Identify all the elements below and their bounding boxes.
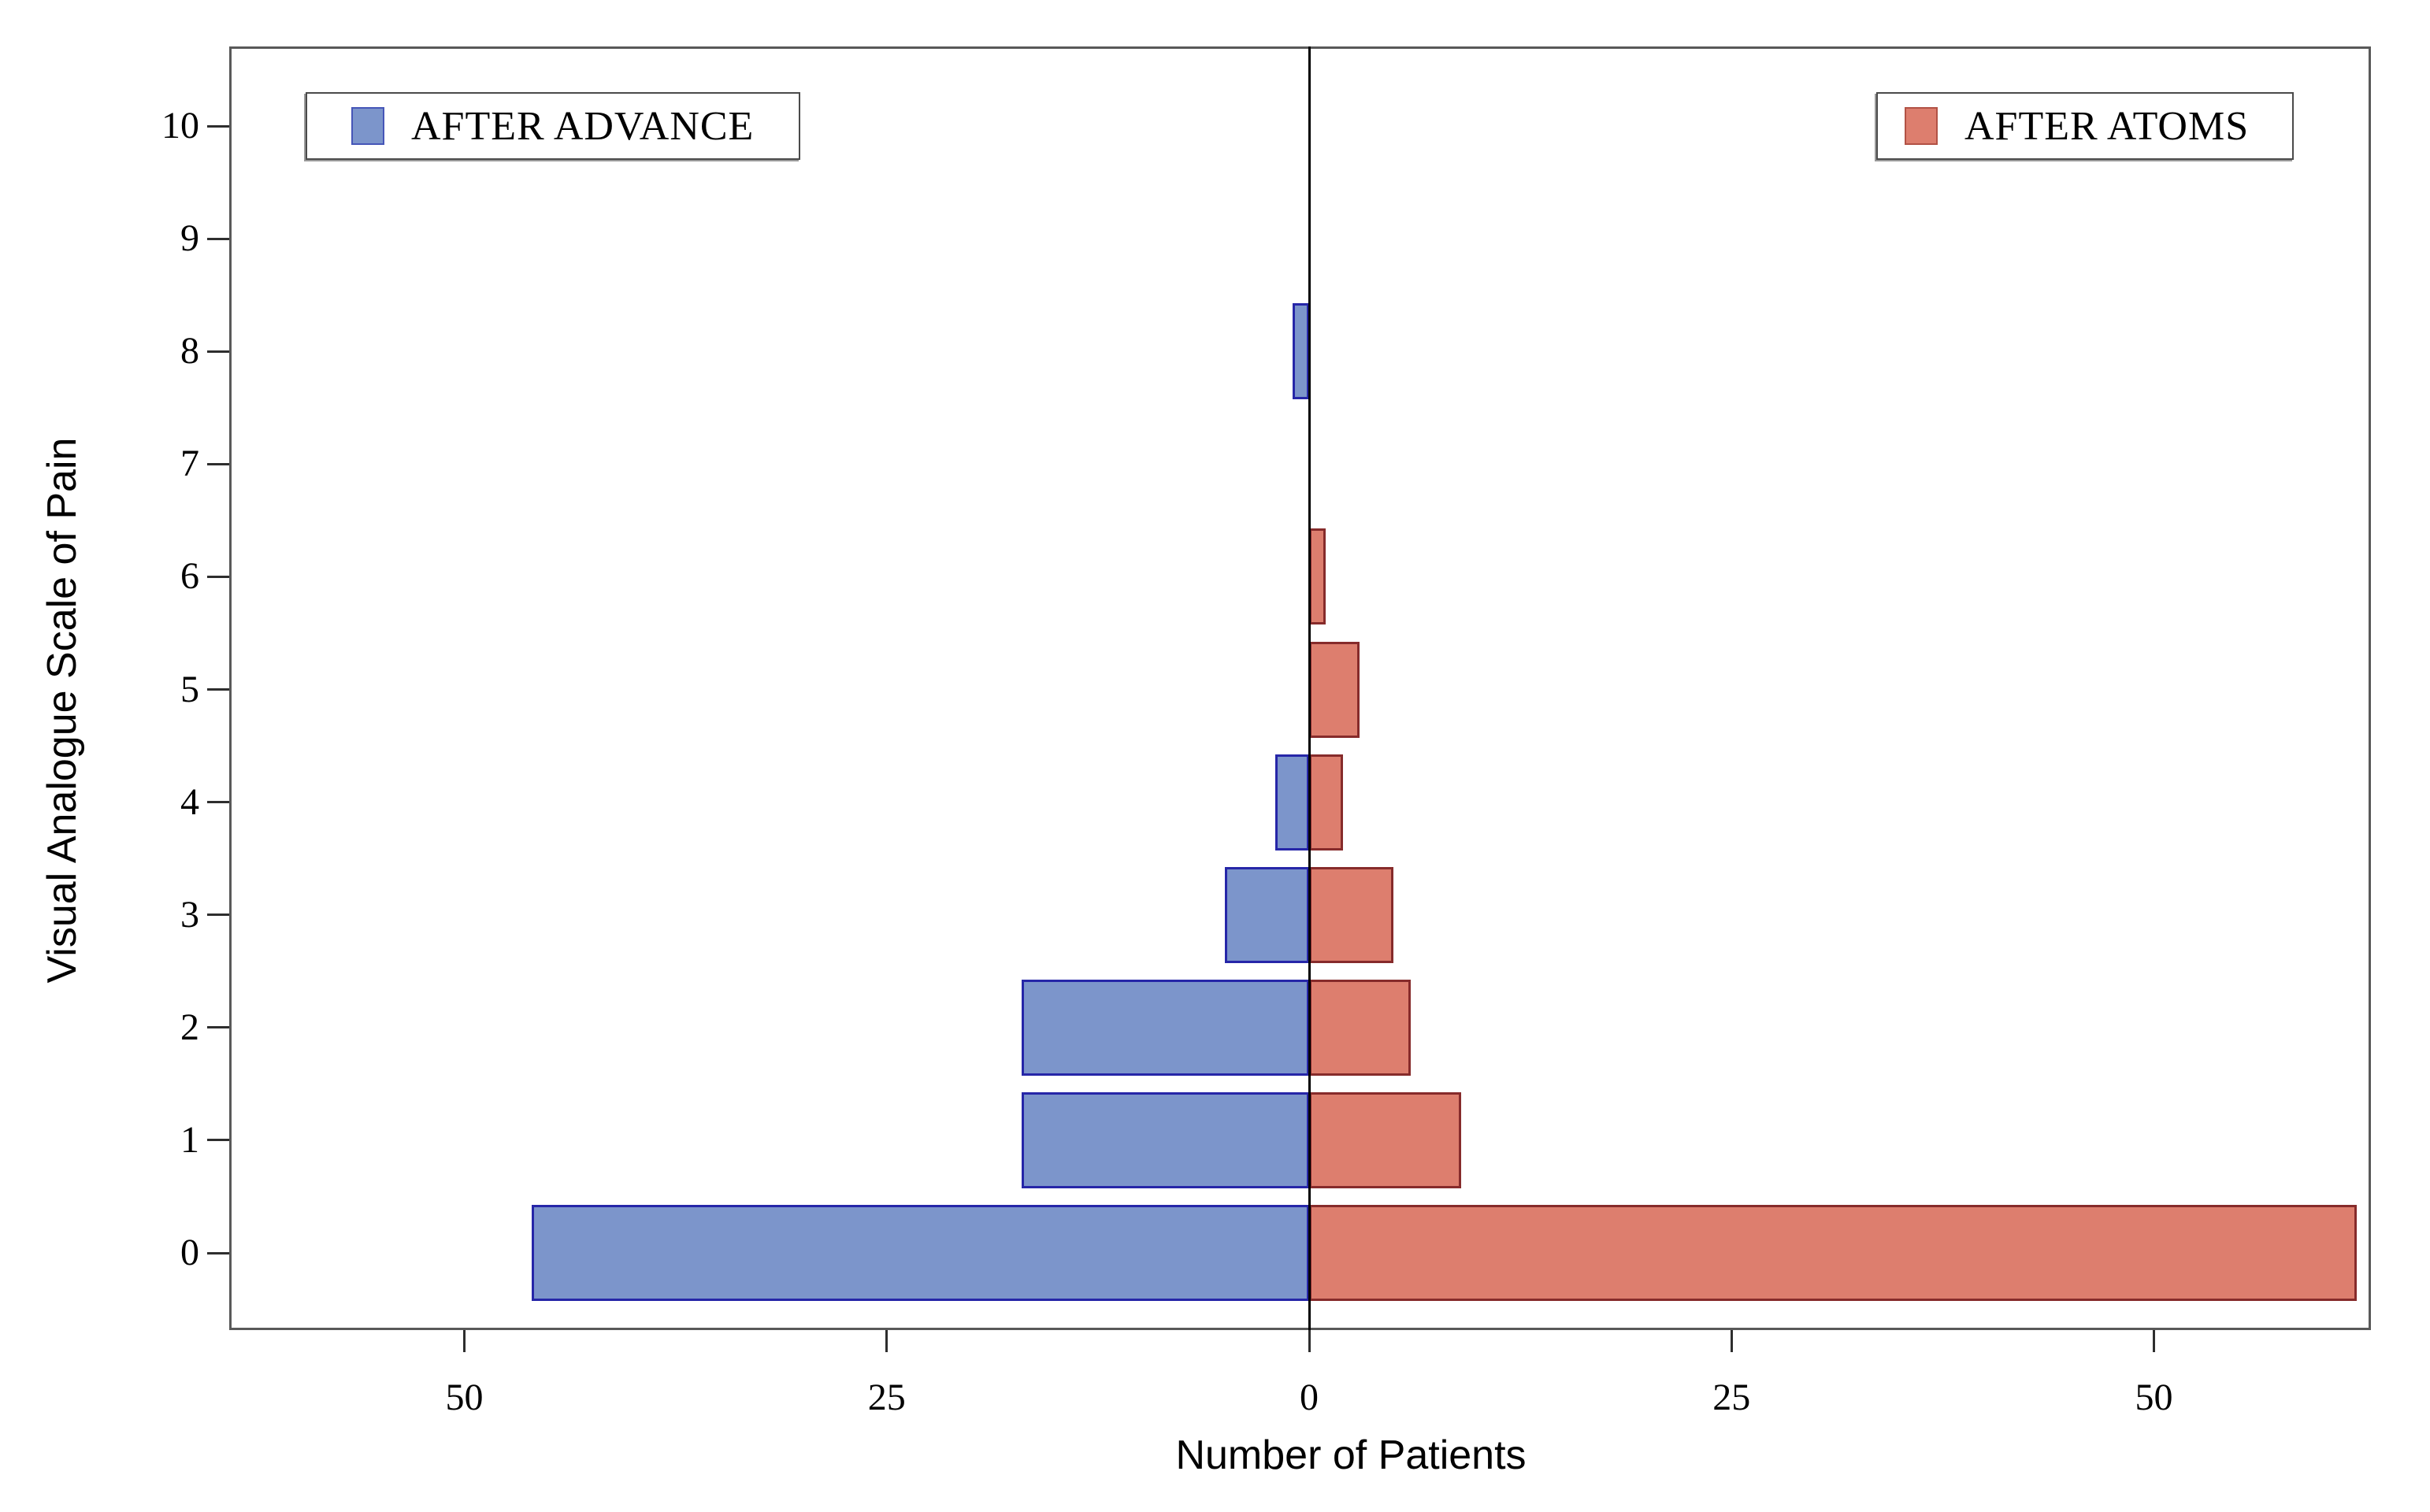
x-tick-mark-2	[1308, 1330, 1311, 1352]
x-tick-mark-4	[2153, 1330, 2155, 1352]
y-tick-mark-0	[207, 1251, 229, 1254]
y-tick-label-4: 4	[180, 780, 199, 823]
y-tick-label-3: 3	[180, 893, 199, 936]
bar-after-advance-vas-3	[1224, 866, 1309, 963]
y-axis-title: Visual Analogue Scale of Pain	[39, 437, 85, 984]
x-tick-label-2: 0	[1300, 1377, 1319, 1418]
y-tick-mark-7	[207, 462, 229, 465]
legend-label-after-advance: AFTER ADVANCE	[411, 103, 755, 149]
x-tick-label-0: 50	[445, 1377, 484, 1418]
y-tick-label-0: 0	[180, 1232, 199, 1273]
zero-baseline-axis	[1308, 46, 1311, 1330]
y-tick-label-2: 2	[180, 1006, 199, 1048]
x-tick-label-3: 25	[1712, 1377, 1751, 1418]
y-tick-label-1: 1	[180, 1118, 199, 1161]
x-tick-mark-3	[1730, 1330, 1733, 1352]
y-tick-label-10: 10	[161, 105, 199, 146]
y-tick-mark-1	[207, 1139, 229, 1142]
y-tick-mark-8	[207, 350, 229, 353]
y-tick-label-6: 6	[180, 555, 199, 598]
y-tick-label-9: 9	[180, 217, 199, 260]
legend-label-after-atoms: AFTER ATOMS	[1964, 103, 2250, 149]
bar-after-atoms-vas-1	[1309, 1091, 1462, 1188]
legend-after-atoms: AFTER ATOMS	[1876, 92, 2294, 160]
y-tick-mark-6	[207, 575, 229, 578]
bar-after-advance-vas-0	[532, 1205, 1309, 1301]
y-tick-label-8: 8	[180, 330, 199, 372]
y-tick-mark-9	[207, 237, 229, 240]
y-tick-mark-5	[207, 688, 229, 691]
y-tick-mark-10	[207, 124, 229, 128]
bar-after-atoms-vas-5	[1309, 641, 1360, 738]
bar-after-atoms-vas-6	[1309, 528, 1326, 625]
y-tick-mark-3	[207, 914, 229, 917]
y-tick-label-7: 7	[180, 443, 199, 485]
bar-after-atoms-vas-4	[1309, 754, 1343, 850]
bar-after-atoms-vas-2	[1309, 979, 1411, 1076]
bar-after-advance-vas-2	[1022, 979, 1309, 1076]
bar-after-advance-vas-1	[1022, 1091, 1309, 1188]
advance-series-swatch-icon	[351, 107, 384, 145]
bar-after-advance-vas-8	[1292, 303, 1309, 400]
x-tick-label-4: 50	[2135, 1377, 2173, 1418]
x-tick-mark-0	[463, 1330, 466, 1352]
x-axis-title: Number of Patients	[1175, 1432, 1527, 1478]
y-tick-mark-4	[207, 801, 229, 804]
y-tick-label-5: 5	[180, 668, 199, 710]
x-tick-mark-1	[885, 1330, 889, 1352]
x-tick-label-1: 25	[867, 1377, 906, 1418]
bar-after-atoms-vas-3	[1309, 866, 1394, 963]
legend-after-advance: AFTER ADVANCE	[306, 92, 800, 160]
atoms-series-swatch-icon	[1905, 107, 1938, 145]
bar-after-advance-vas-4	[1275, 754, 1309, 850]
bar-after-atoms-vas-0	[1309, 1205, 2357, 1301]
y-tick-mark-2	[207, 1026, 229, 1029]
